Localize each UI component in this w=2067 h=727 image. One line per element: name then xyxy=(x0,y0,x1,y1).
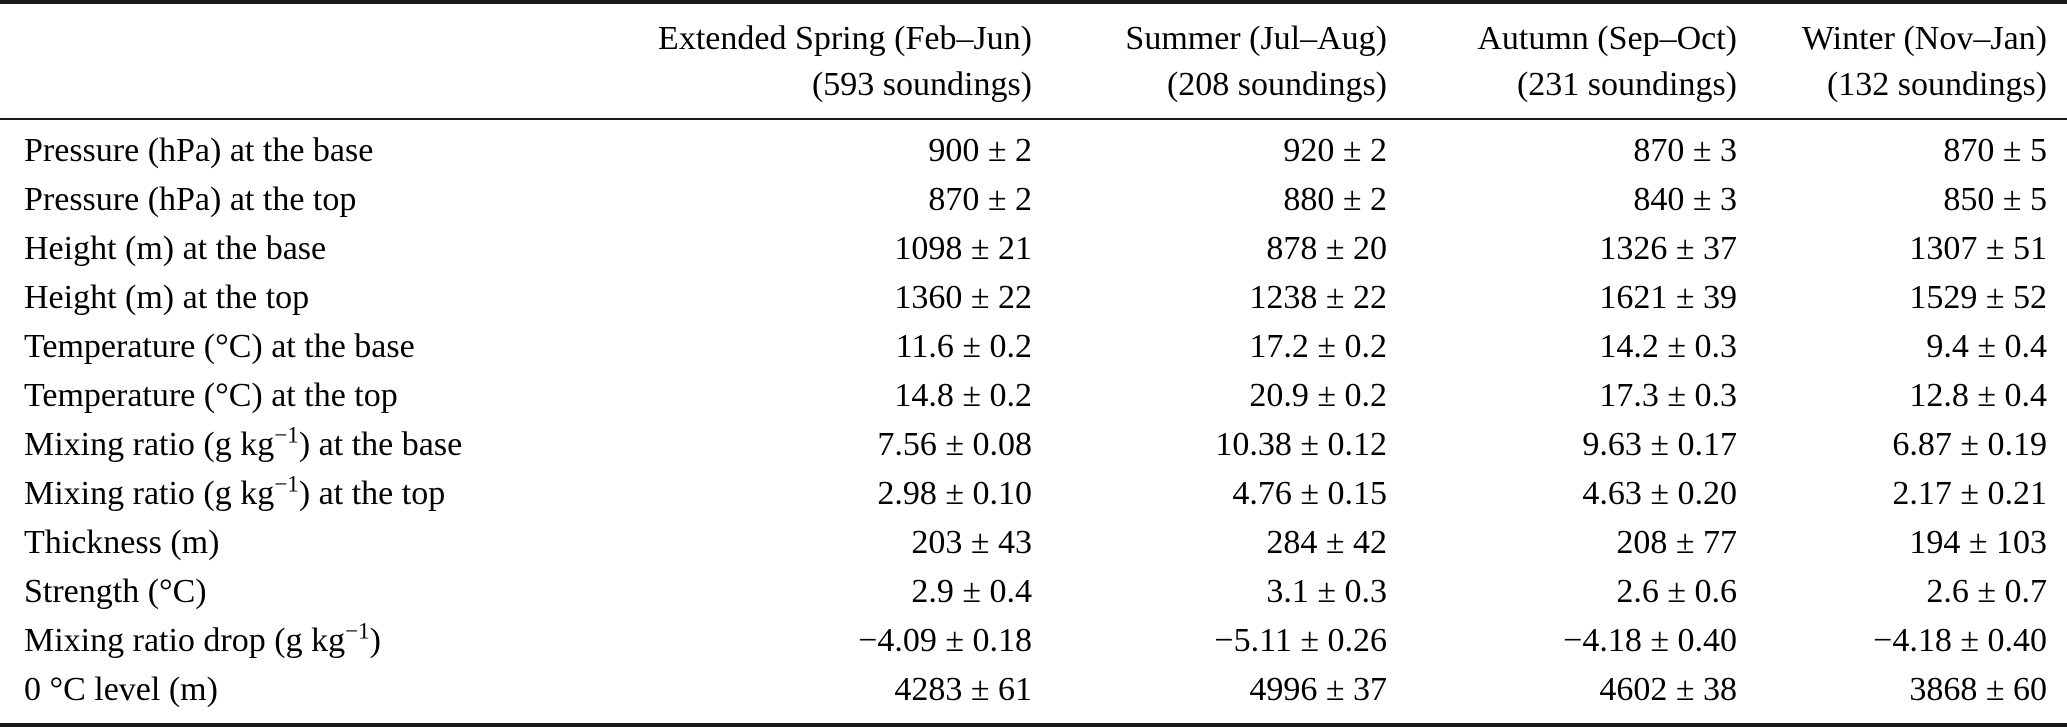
table-row-zero-degree-level: 0 °C level (m) 4283 ± 61 4996 ± 37 4602 … xyxy=(0,665,2067,725)
cell-value: 4602 ± 38 xyxy=(1599,671,1737,708)
cell-value: 920 ± 2 xyxy=(1283,132,1387,169)
cell-value: 878 ± 20 xyxy=(1266,230,1387,267)
row-label: Thickness (m) xyxy=(24,524,220,561)
cell-value: 7.56 ± 0.08 xyxy=(877,426,1032,463)
table-row-temperature-base: Temperature (°C) at the base 11.6 ± 0.2 … xyxy=(0,322,2067,371)
column-header-extended-spring: Extended Spring (Feb–Jun) (593 soundings… xyxy=(505,2,1032,119)
cell-value: 1326 ± 37 xyxy=(1599,230,1737,267)
cell-value: 208 ± 77 xyxy=(1616,524,1737,561)
cell-value: 2.17 ± 0.21 xyxy=(1892,475,2047,512)
season-label: Extended Spring (Feb–Jun) xyxy=(658,20,1032,57)
table-row-pressure-base: Pressure (hPa) at the base 900 ± 2 920 ±… xyxy=(0,119,2067,175)
row-label: Height (m) at the top xyxy=(24,279,310,316)
cell-value: 1621 ± 39 xyxy=(1599,279,1737,316)
cell-value: 4.63 ± 0.20 xyxy=(1582,475,1737,512)
cell-value: 11.6 ± 0.2 xyxy=(895,328,1032,365)
cell-value: 12.8 ± 0.4 xyxy=(1909,377,2047,414)
row-label: Mixing ratio (g kg−1) at the top xyxy=(24,471,446,512)
cell-value: −4.09 ± 0.18 xyxy=(858,622,1032,659)
season-label: Summer (Jul–Aug) xyxy=(1125,20,1387,57)
table-body: Pressure (hPa) at the base 900 ± 2 920 ±… xyxy=(0,119,2067,725)
cell-value: 9.63 ± 0.17 xyxy=(1582,426,1737,463)
column-header-summer: Summer (Jul–Aug) (208 soundings) xyxy=(1032,2,1387,119)
cell-value: 1360 ± 22 xyxy=(894,279,1032,316)
cell-value: 4.76 ± 0.15 xyxy=(1232,475,1387,512)
soundings-count: (593 soundings) xyxy=(811,66,1032,103)
cell-value: 3.1 ± 0.3 xyxy=(1266,573,1387,610)
row-label: Pressure (hPa) at the top xyxy=(24,181,357,218)
table-row-temperature-top: Temperature (°C) at the top 14.8 ± 0.2 2… xyxy=(0,371,2067,420)
cell-value: 20.9 ± 0.2 xyxy=(1249,377,1387,414)
column-header-autumn: Autumn (Sep–Oct) (231 soundings) xyxy=(1387,2,1737,119)
cell-value: 2.98 ± 0.10 xyxy=(877,475,1032,512)
cell-value: 850 ± 5 xyxy=(1943,181,2047,218)
cell-value: 4283 ± 61 xyxy=(894,671,1032,708)
cell-value: 14.2 ± 0.3 xyxy=(1599,328,1737,365)
row-label: Height (m) at the base xyxy=(24,230,327,267)
table-row-pressure-top: Pressure (hPa) at the top 870 ± 2 880 ± … xyxy=(0,175,2067,224)
cell-value: 6.87 ± 0.19 xyxy=(1892,426,2047,463)
corner-cell xyxy=(0,2,505,119)
cell-value: 870 ± 2 xyxy=(928,181,1032,218)
table-row-height-base: Height (m) at the base 1098 ± 21 878 ± 2… xyxy=(0,224,2067,273)
cell-value: 17.2 ± 0.2 xyxy=(1249,328,1387,365)
row-label: Temperature (°C) at the top xyxy=(24,377,398,414)
cell-value: 1307 ± 51 xyxy=(1909,230,2047,267)
soundings-count: (231 soundings) xyxy=(1516,66,1737,103)
table-row-thickness: Thickness (m) 203 ± 43 284 ± 42 208 ± 77… xyxy=(0,518,2067,567)
cell-value: 4996 ± 37 xyxy=(1249,671,1387,708)
column-header-winter: Winter (Nov–Jan) (132 soundings) xyxy=(1737,2,2067,119)
row-label: Temperature (°C) at the base xyxy=(24,328,415,365)
soundings-count: (132 soundings) xyxy=(1826,66,2047,103)
cell-value: 1529 ± 52 xyxy=(1909,279,2047,316)
cell-value: −4.18 ± 0.40 xyxy=(1873,622,2047,659)
row-label: Strength (°C) xyxy=(24,573,207,610)
cell-value: 870 ± 3 xyxy=(1633,132,1737,169)
row-label: Mixing ratio drop (g kg−1) xyxy=(24,618,381,659)
table-row-mixing-ratio-drop: Mixing ratio drop (g kg−1) −4.09 ± 0.18 … xyxy=(0,616,2067,665)
cell-value: 1098 ± 21 xyxy=(894,230,1032,267)
cell-value: 880 ± 2 xyxy=(1283,181,1387,218)
cell-value: 14.8 ± 0.2 xyxy=(894,377,1032,414)
cell-value: 284 ± 42 xyxy=(1266,524,1387,561)
row-label: Mixing ratio (g kg−1) at the base xyxy=(24,422,463,463)
cell-value: 2.6 ± 0.7 xyxy=(1926,573,2047,610)
cell-value: 900 ± 2 xyxy=(928,132,1032,169)
cell-value: 870 ± 5 xyxy=(1943,132,2047,169)
cell-value: 3868 ± 60 xyxy=(1909,671,2047,708)
cell-value: 2.9 ± 0.4 xyxy=(911,573,1032,610)
cell-value: 194 ± 103 xyxy=(1909,524,2047,561)
cell-value: 2.6 ± 0.6 xyxy=(1616,573,1737,610)
row-label: 0 °C level (m) xyxy=(24,671,218,708)
season-label: Autumn (Sep–Oct) xyxy=(1477,20,1737,57)
row-label: Pressure (hPa) at the base xyxy=(24,132,374,169)
table-row-mixing-ratio-base: Mixing ratio (g kg−1) at the base 7.56 ±… xyxy=(0,420,2067,469)
table-header: Extended Spring (Feb–Jun) (593 soundings… xyxy=(0,2,2067,119)
header-row: Extended Spring (Feb–Jun) (593 soundings… xyxy=(0,2,2067,119)
cell-value: −5.11 ± 0.26 xyxy=(1214,622,1387,659)
cell-value: 17.3 ± 0.3 xyxy=(1599,377,1737,414)
cell-value: 840 ± 3 xyxy=(1633,181,1737,218)
cell-value: 9.4 ± 0.4 xyxy=(1926,328,2047,365)
table-row-height-top: Height (m) at the top 1360 ± 22 1238 ± 2… xyxy=(0,273,2067,322)
cell-value: 10.38 ± 0.12 xyxy=(1215,426,1387,463)
table-row-mixing-ratio-top: Mixing ratio (g kg−1) at the top 2.98 ± … xyxy=(0,469,2067,518)
soundings-count: (208 soundings) xyxy=(1166,66,1387,103)
season-label: Winter (Nov–Jan) xyxy=(1801,20,2047,57)
cell-value: 1238 ± 22 xyxy=(1249,279,1387,316)
cell-value: −4.18 ± 0.40 xyxy=(1563,622,1737,659)
table-row-strength: Strength (°C) 2.9 ± 0.4 3.1 ± 0.3 2.6 ± … xyxy=(0,567,2067,616)
cell-value: 203 ± 43 xyxy=(911,524,1032,561)
